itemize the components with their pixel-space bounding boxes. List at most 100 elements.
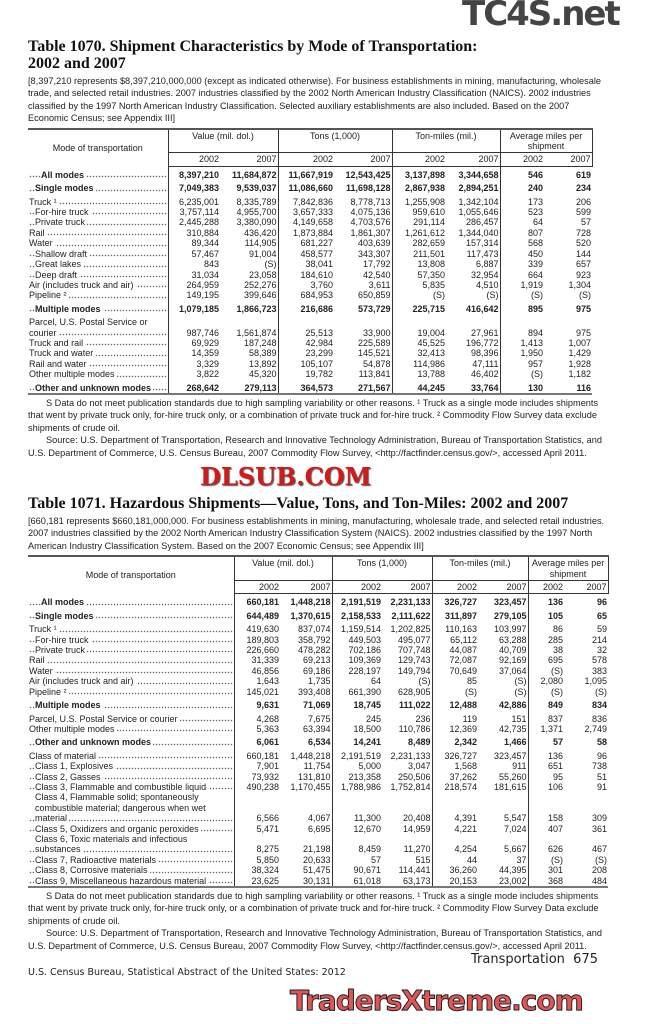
year-header: 2002: [500, 152, 545, 167]
cell-value: 1,095: [584, 676, 608, 687]
cell-value: 8,778,713: [334, 193, 393, 208]
row-label: Class 2, Gasses: [35, 771, 103, 782]
cell-value: 92,169: [478, 655, 529, 666]
cell-value: 484: [564, 875, 609, 889]
cell-value: 211,501: [413, 248, 446, 259]
cell-value: 2,894,251: [446, 180, 501, 194]
cell-value: (S): [465, 686, 478, 697]
cell-value: 27,961: [446, 314, 501, 338]
cell-value: 2,867,938: [404, 183, 446, 194]
row-label: Single modes: [35, 183, 96, 194]
row-label: Other and unknown modes: [35, 737, 154, 748]
row-label: Class of material: [29, 750, 99, 761]
cell-value: 301: [548, 865, 564, 876]
row-label: Class 9, Miscellaneous hazardous materia…: [35, 875, 209, 886]
cell-value: 4,254: [454, 844, 478, 855]
table-1071-source: Source: U.S. Department of Transportatio…: [28, 928, 602, 951]
cell-value: (S): [551, 686, 564, 697]
cell-value: 364,573: [278, 379, 335, 395]
row-label: Pipeline ²: [29, 686, 69, 697]
cell-value: 33,764: [446, 379, 501, 395]
table-row: Class 3, Flammable and combustible liqui…: [28, 781, 608, 793]
cell-value: 9,539,037: [220, 180, 279, 194]
cell-value: 73,932: [251, 771, 279, 782]
table-row: Parcel, U.S. Postal Service or courier 98…: [28, 314, 592, 338]
cell-value: (S): [478, 676, 529, 687]
cell-value: 8,335,789: [220, 193, 279, 208]
cell-value: 911: [478, 761, 529, 772]
table-1070: Mode of transportation Value (mil. dol.) T…: [28, 128, 593, 395]
cell-value: 368: [528, 875, 565, 889]
cell-value: 1,788,986: [340, 781, 382, 792]
cell-value: 11,270: [382, 833, 433, 855]
column-group-header: Tons (1,000): [278, 128, 393, 153]
cell-value: 4,268: [256, 713, 279, 724]
table-1071: Mode of transportation Value (mil. dol.) T…: [28, 555, 609, 889]
row-label: For-hire truck: [35, 634, 91, 645]
cell-value: 975: [576, 327, 592, 338]
cell-value: 959,610: [412, 207, 446, 218]
cell-value: 419,630: [246, 624, 279, 635]
table-row: Pipeline ² 145,021 393,408 661,390 628,905 (S…: [28, 686, 608, 698]
cell-value: 21,198: [280, 833, 333, 855]
cell-value: 69,213: [280, 655, 333, 666]
table-1071-notes: S Data do not meet publication standards…: [28, 890, 608, 952]
table-row: Air (includes truck and air) 264,959 252,2…: [28, 279, 592, 291]
cell-value: 1,079,185: [178, 303, 219, 314]
row-label: Other and unknown modes: [35, 382, 154, 393]
row-label: Private truck: [35, 217, 88, 228]
cell-value: 12,369: [449, 723, 478, 734]
cell-value: 70,649: [449, 665, 478, 676]
table-row: Multiple modes 9,631 71,069 18,745 111,022 12…: [28, 697, 608, 711]
cell-value: 1,448,218: [280, 747, 333, 762]
cell-value: (S): [595, 686, 608, 697]
cell-value: 236: [382, 710, 433, 724]
cell-value: 661,390: [348, 686, 382, 697]
cell-value: 130: [500, 379, 545, 395]
cell-value: 47,111: [446, 358, 501, 370]
table-row: Truck ¹ 6,235,001 8,335,789 7,842,836 8,778,…: [28, 193, 592, 208]
year-header: 2007: [564, 580, 609, 595]
cell-value: 25,513: [305, 327, 334, 338]
cell-value: 144: [576, 248, 592, 259]
page-number: Transportation 675: [471, 952, 598, 967]
row-label: Air (includes truck and air): [29, 676, 136, 687]
cell-value: 849: [548, 700, 564, 711]
cell-value: 8,275: [256, 844, 279, 855]
cell-value: 807: [528, 227, 544, 238]
cell-value: 3,137,898: [404, 169, 446, 180]
cell-value: 13,788: [417, 369, 446, 380]
cell-value: 111,022: [382, 697, 433, 711]
cell-value: 38,324: [251, 865, 279, 876]
cell-value: 136: [548, 750, 564, 761]
cell-value: 51: [597, 771, 608, 782]
cell-value: 44,395: [478, 865, 529, 876]
cell-value: 3,757,114: [179, 207, 219, 218]
cell-value: 32,413: [417, 348, 446, 359]
table-1071-section: Table 1071. Hazardous Shipments—Value, T…: [28, 495, 612, 952]
cell-value: 59: [597, 624, 608, 635]
cell-value: 95: [553, 771, 564, 782]
row-label: Class 5, Oxidizers and organic peroxides: [35, 823, 201, 834]
table-row: Other multiple modes 5,363 63,394 18,500 110…: [28, 723, 608, 735]
cell-value: 23,058: [220, 269, 279, 280]
year-header: 2007: [478, 580, 529, 595]
cell-value: 23,625: [234, 875, 280, 889]
row-label: Multiple modes: [35, 303, 103, 314]
cell-value: 46,402: [446, 369, 501, 380]
cell-value: 3,329: [196, 358, 219, 369]
row-label: All modes: [41, 169, 87, 180]
year-header: 2007: [334, 152, 393, 167]
year-header: 2007: [446, 152, 501, 167]
cell-value: 30,131: [280, 875, 333, 889]
cell-value: (S): [579, 290, 592, 301]
table-row: Rail 310,884 436,420 1,873,884 1,861,307 1,26…: [28, 227, 592, 239]
table-row: Water 46,856 69,186 228,197 149,794 70,649 37,…: [28, 665, 608, 677]
cell-value: 20,153: [432, 875, 479, 889]
cell-value: 407: [548, 823, 564, 834]
page-num: 675: [573, 952, 598, 967]
table-row: Shallow draft 57,467 91,004 458,577 343,307 2…: [28, 248, 592, 260]
cell-value: 20,633: [280, 854, 333, 866]
cell-value: 32: [597, 645, 608, 656]
cell-value: 54,878: [334, 358, 393, 370]
